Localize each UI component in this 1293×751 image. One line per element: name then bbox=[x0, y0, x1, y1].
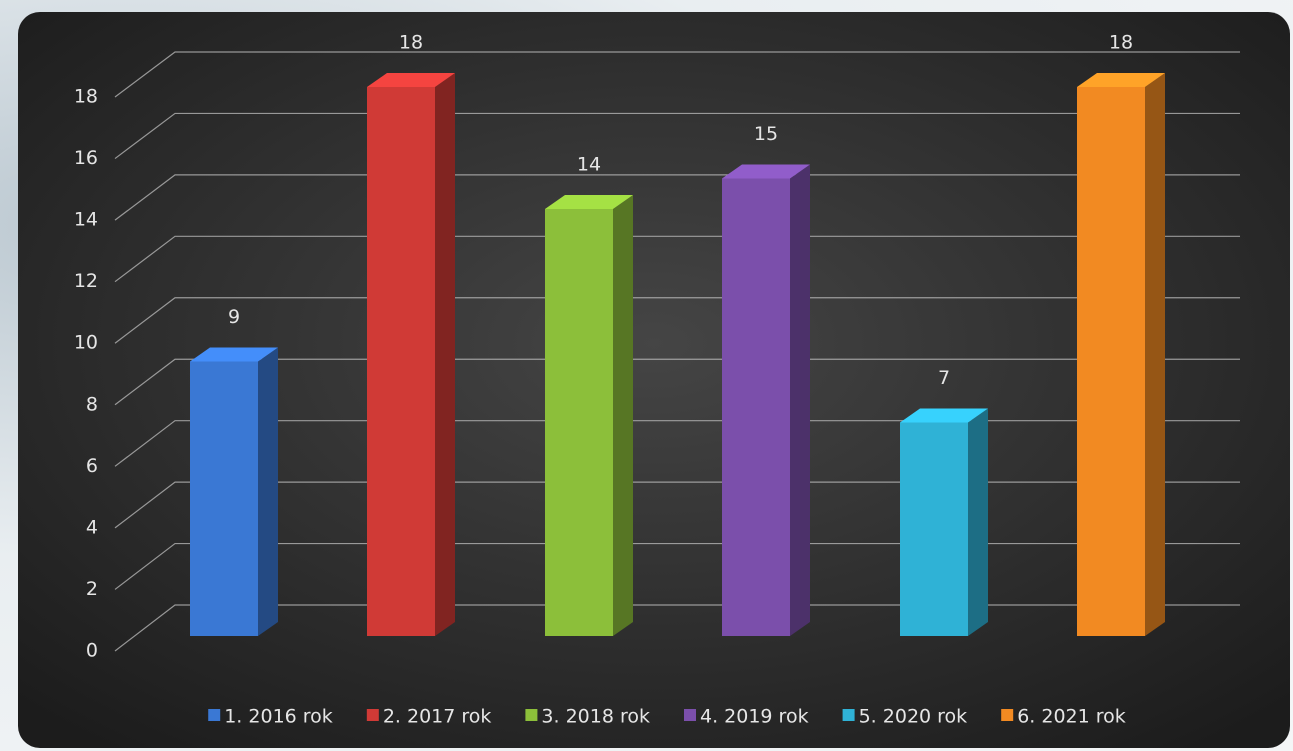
legend-swatch bbox=[842, 709, 855, 721]
legend-swatch bbox=[684, 709, 696, 721]
bar-side bbox=[790, 164, 810, 636]
bar-top bbox=[190, 347, 278, 362]
legend-label: 3. 2018 rok bbox=[541, 706, 650, 728]
grid-line bbox=[114, 112, 1240, 160]
y-tick-label: 8 bbox=[86, 393, 98, 415]
y-tick-label: 14 bbox=[74, 209, 98, 231]
bar bbox=[900, 422, 968, 636]
grid-line bbox=[114, 481, 1240, 529]
y-tick-label: 10 bbox=[74, 332, 98, 354]
legend-swatch bbox=[366, 709, 379, 721]
grid-line bbox=[114, 542, 1240, 590]
grid-line bbox=[114, 174, 1240, 221]
bar-side bbox=[435, 73, 455, 636]
legend-label: 5. 2020 rok bbox=[859, 706, 968, 728]
value-label: 14 bbox=[577, 154, 601, 176]
legend-label: 1. 2016 rok bbox=[224, 706, 333, 728]
y-tick-label: 16 bbox=[74, 147, 98, 169]
y-tick-label: 12 bbox=[74, 270, 98, 292]
legend-label: 6. 2021 rok bbox=[1017, 706, 1126, 728]
legend-swatch bbox=[1001, 709, 1014, 721]
value-label: 7 bbox=[938, 367, 950, 389]
grid-line bbox=[114, 51, 1240, 98]
legend-label: 4. 2019 rok bbox=[700, 706, 809, 728]
value-label: 9 bbox=[228, 306, 240, 328]
bar-side bbox=[1145, 73, 1165, 636]
bar-side bbox=[258, 347, 278, 636]
legend-label: 2. 2017 rok bbox=[383, 706, 492, 728]
grid-line bbox=[114, 358, 1240, 406]
value-label: 18 bbox=[1109, 32, 1133, 54]
y-tick-label: 0 bbox=[86, 640, 98, 662]
grid-line bbox=[114, 235, 1240, 283]
bar-top bbox=[367, 73, 455, 87]
y-tick-label: 6 bbox=[86, 455, 98, 477]
grid-line bbox=[114, 604, 1240, 652]
bar bbox=[367, 87, 435, 636]
value-label: 18 bbox=[399, 32, 423, 54]
bar bbox=[190, 361, 258, 636]
value-label: 15 bbox=[754, 123, 778, 145]
bar bbox=[722, 178, 790, 636]
legend-swatch bbox=[525, 709, 538, 721]
grid-line bbox=[114, 297, 1240, 344]
bar bbox=[545, 209, 613, 636]
bar-top bbox=[722, 164, 810, 179]
bar-top bbox=[900, 408, 988, 423]
y-tick-label: 18 bbox=[74, 86, 98, 108]
bar bbox=[1077, 87, 1145, 636]
y-tick-label: 4 bbox=[86, 516, 98, 538]
legend-swatch bbox=[208, 709, 221, 721]
bar-side bbox=[613, 195, 633, 636]
bar-top bbox=[545, 195, 633, 209]
y-tick-label: 2 bbox=[86, 578, 98, 600]
bar-side bbox=[968, 408, 988, 636]
bar-top bbox=[1077, 73, 1165, 87]
grid-line bbox=[114, 420, 1240, 467]
